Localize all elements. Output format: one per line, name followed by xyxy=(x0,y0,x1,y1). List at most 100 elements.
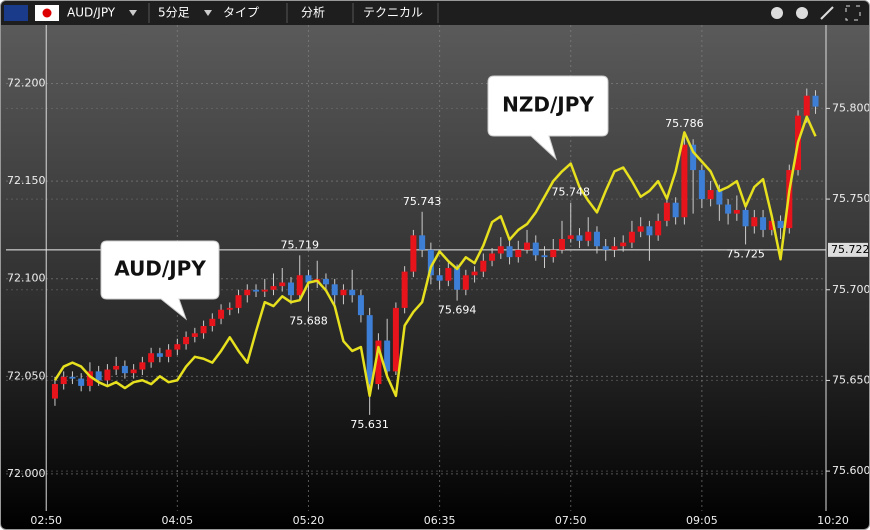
candle-body xyxy=(445,268,452,281)
candle-body xyxy=(436,275,443,281)
y2-tick-label: 75.750 xyxy=(832,192,869,205)
candle-body xyxy=(462,275,469,290)
line-series xyxy=(53,115,817,398)
y-tick-label: 72.200 xyxy=(7,77,46,90)
x-tick-label: 06:35 xyxy=(424,514,456,527)
candle-body xyxy=(121,365,128,374)
candle-body xyxy=(672,202,679,218)
candle-body xyxy=(550,249,557,258)
price-label: 75.786 xyxy=(665,117,704,130)
candle-body xyxy=(497,246,504,254)
candle-body xyxy=(515,249,522,258)
y-tick-label: 72.050 xyxy=(7,369,46,382)
candle-body xyxy=(454,268,461,290)
candle-body xyxy=(760,217,767,230)
candle-body xyxy=(567,235,574,239)
candle-body xyxy=(707,190,714,200)
x-tick-label: 10:20 xyxy=(817,514,849,527)
candle-body xyxy=(628,231,635,243)
candle-body xyxy=(524,242,531,250)
candle-body xyxy=(637,226,644,232)
candle-body xyxy=(419,235,426,250)
toolbar-bg xyxy=(1,1,869,25)
draw-icon[interactable] xyxy=(820,6,834,20)
candle-body xyxy=(235,295,242,308)
y-tick-label: 72.100 xyxy=(7,272,46,285)
candle-body xyxy=(375,340,382,385)
candle-body xyxy=(716,190,723,205)
candle-body xyxy=(130,369,137,374)
toolbar: AUD/JPY 5分足 タイプ 分析 テクニカル xyxy=(1,1,869,25)
price-label: 75.725 xyxy=(726,247,765,260)
price-label: 75.719 xyxy=(280,238,319,251)
candle-body xyxy=(69,376,76,379)
candle-body xyxy=(209,318,216,327)
dropdown[interactable] xyxy=(204,10,212,16)
timeframe[interactable]: 5分足 xyxy=(158,6,190,20)
candle-body xyxy=(611,246,618,250)
candle-body xyxy=(593,231,600,247)
analysis[interactable]: 分析 xyxy=(301,6,325,20)
callout xyxy=(100,240,220,321)
candle-body xyxy=(384,340,391,372)
candle-body xyxy=(174,344,181,350)
candle-body xyxy=(86,371,93,386)
candle-body xyxy=(253,289,260,292)
candle-body xyxy=(139,362,146,370)
info-icon[interactable] xyxy=(796,7,808,19)
candle-body xyxy=(480,260,487,272)
candle-body xyxy=(410,235,417,272)
x-tick-label: 09:05 xyxy=(686,514,718,527)
candle-body xyxy=(742,209,749,227)
candle-body xyxy=(558,238,565,250)
candle-body xyxy=(156,353,163,357)
candle-body xyxy=(392,307,399,372)
price-label: 75.694 xyxy=(438,304,477,317)
candle-body xyxy=(279,282,286,287)
candle-body xyxy=(576,235,583,241)
x-tick-label: 05:20 xyxy=(293,514,325,527)
candle-body xyxy=(183,336,190,345)
price-label: 75.631 xyxy=(350,418,389,431)
candle-body xyxy=(681,144,688,218)
price-label: 75.743 xyxy=(403,195,442,208)
candle-body xyxy=(60,376,67,385)
candle-body xyxy=(489,253,496,261)
candle-body xyxy=(803,95,810,116)
candle-body xyxy=(725,204,732,214)
candle-body xyxy=(331,284,338,296)
symbol[interactable]: AUD/JPY xyxy=(67,6,116,20)
candle-body xyxy=(322,278,329,285)
candle-body xyxy=(690,144,697,171)
dropdown[interactable] xyxy=(129,10,137,16)
candle-body xyxy=(768,220,775,230)
current-price-label: 75.722 xyxy=(831,243,869,256)
chart-type[interactable]: タイプ xyxy=(223,6,259,20)
candle-body xyxy=(585,231,592,241)
callout-text: NZD/JPY xyxy=(502,93,594,117)
flag-au xyxy=(4,5,28,21)
candle-body xyxy=(751,217,758,227)
candle-body xyxy=(287,282,294,296)
candle-body xyxy=(95,371,102,381)
y2-tick-label: 75.800 xyxy=(832,101,869,114)
technical[interactable]: テクニカル xyxy=(363,6,423,20)
candle-body xyxy=(340,289,347,296)
candle-body xyxy=(532,242,539,256)
candle-body xyxy=(226,307,233,310)
candle-body xyxy=(646,226,653,236)
candle-body xyxy=(698,170,705,200)
palette-icon[interactable] xyxy=(771,7,783,19)
x-tick-label: 02:50 xyxy=(30,514,62,527)
candle-body xyxy=(244,289,251,296)
x-tick-label: 04:05 xyxy=(161,514,193,527)
fullscreen-icon[interactable] xyxy=(845,5,861,21)
candle-body xyxy=(506,246,513,258)
candle-body xyxy=(401,271,408,308)
candle-body xyxy=(270,286,277,290)
candle-body xyxy=(620,242,627,247)
x-tick-label: 07:50 xyxy=(555,514,587,527)
candle-body xyxy=(113,365,120,370)
